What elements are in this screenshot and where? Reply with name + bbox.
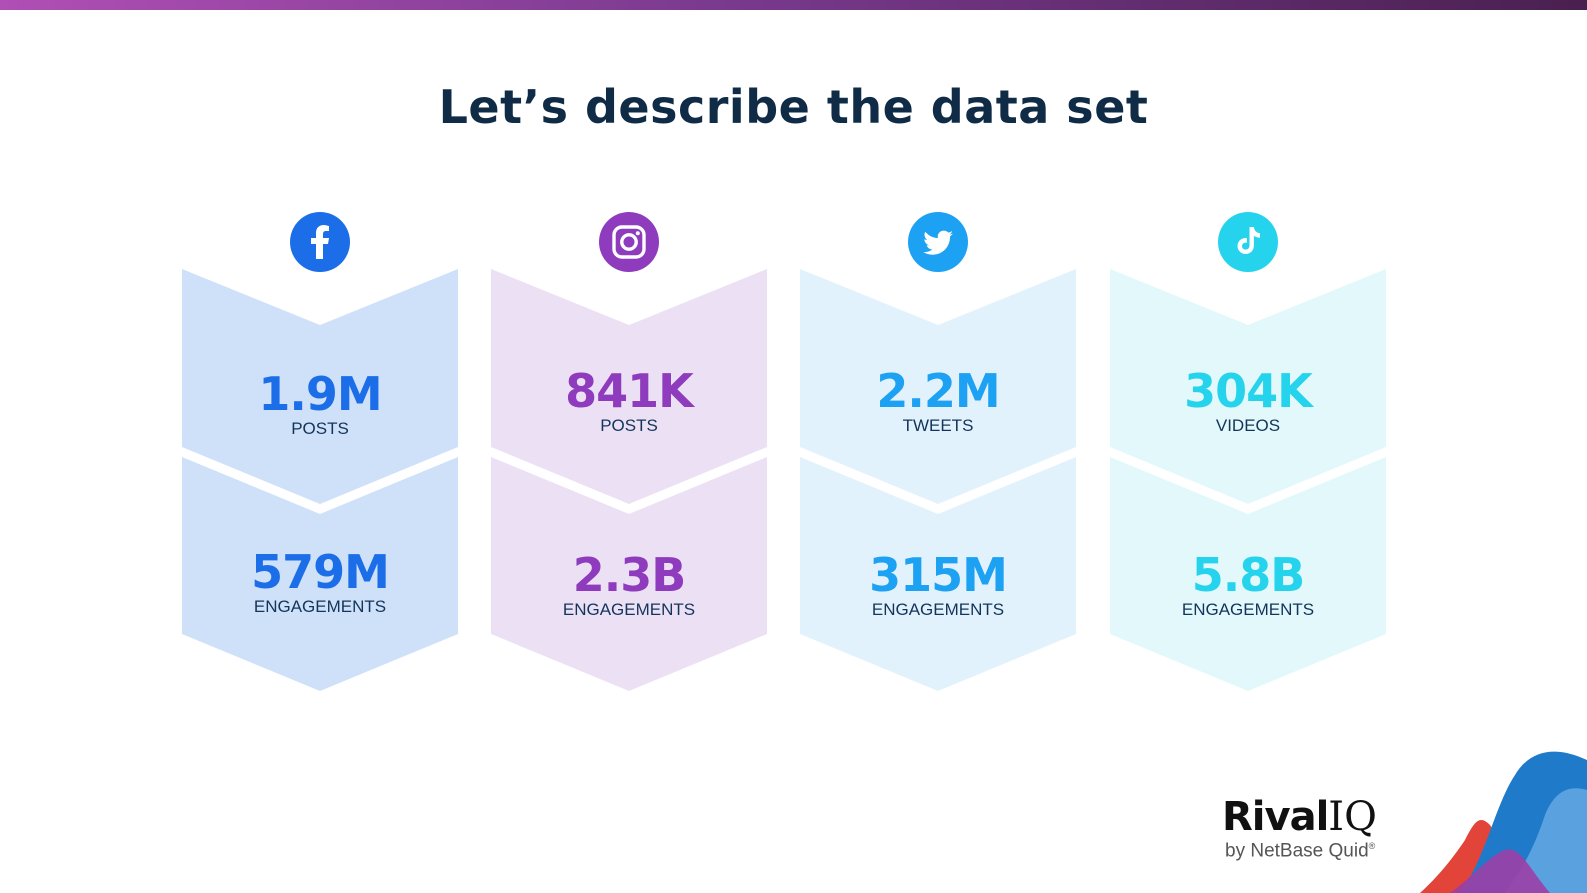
facebook-engagements-stat: 579M ENGAGEMENTS bbox=[182, 547, 458, 617]
tiktok-engagements-stat: 5.8B ENGAGEMENTS bbox=[1110, 550, 1386, 620]
logo-byline-text: by NetBase Quid bbox=[1225, 840, 1369, 862]
logo-name-main: Rival bbox=[1222, 794, 1329, 840]
twitter-column: 2.2M TWEETS 315M ENGAGEMENTS bbox=[800, 212, 1076, 692]
twitter-engagements-stat: 315M ENGAGEMENTS bbox=[800, 550, 1076, 620]
top-accent-bar bbox=[0, 0, 1587, 10]
instagram-engagements-stat: 2.3B ENGAGEMENTS bbox=[491, 550, 767, 620]
slide-title: Let’s describe the data set bbox=[438, 80, 1149, 134]
stat-value: 841K bbox=[565, 364, 694, 418]
instagram-posts-stat: 841K POSTS bbox=[491, 366, 767, 436]
tiktok-column: 304K VIDEOS 5.8B ENGAGEMENTS bbox=[1110, 212, 1386, 692]
facebook-posts-stat: 1.9M POSTS bbox=[182, 369, 458, 439]
facebook-column: 1.9M POSTS 579M ENGAGEMENTS bbox=[182, 212, 458, 692]
stat-label: ENGAGEMENTS bbox=[871, 600, 1005, 619]
stat-label: ENGAGEMENTS bbox=[562, 600, 696, 619]
tiktok-videos-stat: 304K VIDEOS bbox=[1110, 366, 1386, 436]
stat-value: 315M bbox=[869, 548, 1008, 602]
stat-value: 5.8B bbox=[1191, 548, 1306, 602]
logo-byline: by NetBase Quid® bbox=[1225, 835, 1375, 862]
stat-label: TWEETS bbox=[902, 416, 974, 435]
twitter-tweets-stat: 2.2M TWEETS bbox=[800, 366, 1076, 436]
stat-value: 304K bbox=[1184, 364, 1313, 418]
rival-iq-logo: RivalIQ by NetBase Quid® bbox=[1222, 795, 1412, 865]
stat-value: 2.2M bbox=[876, 364, 1000, 418]
stat-label: VIDEOS bbox=[1215, 416, 1281, 435]
stat-value: 579M bbox=[251, 545, 390, 599]
facebook-icon bbox=[290, 212, 350, 272]
stat-label: POSTS bbox=[291, 419, 349, 438]
stat-label: POSTS bbox=[600, 416, 658, 435]
stat-value: 1.9M bbox=[258, 367, 382, 421]
registered-mark: ® bbox=[1368, 841, 1376, 851]
stat-value: 2.3B bbox=[572, 548, 687, 602]
logo-name-accent: IQ bbox=[1328, 794, 1377, 840]
decorative-wave-graphic bbox=[1420, 751, 1587, 893]
tiktok-icon bbox=[1218, 212, 1278, 272]
stat-label: ENGAGEMENTS bbox=[253, 597, 387, 616]
twitter-icon bbox=[908, 212, 968, 272]
logo-wordmark: RivalIQ bbox=[1222, 795, 1377, 839]
instagram-icon bbox=[599, 212, 659, 272]
instagram-column: 841K POSTS 2.3B ENGAGEMENTS bbox=[491, 212, 767, 692]
stat-label: ENGAGEMENTS bbox=[1181, 600, 1315, 619]
